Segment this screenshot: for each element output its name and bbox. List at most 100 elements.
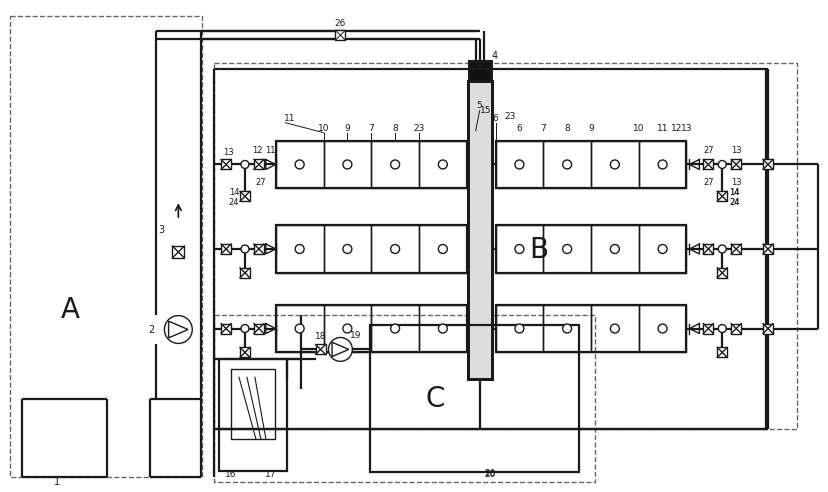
Bar <box>542 225 590 273</box>
Bar <box>370 325 579 472</box>
Bar <box>495 225 686 273</box>
Bar <box>221 159 231 169</box>
Circle shape <box>390 160 399 169</box>
Polygon shape <box>168 321 188 338</box>
Text: 13: 13 <box>680 124 691 133</box>
Circle shape <box>657 245 667 253</box>
Bar <box>716 347 726 357</box>
Circle shape <box>609 160 619 169</box>
Bar <box>495 305 542 352</box>
Bar <box>10 16 202 477</box>
Circle shape <box>438 324 447 333</box>
Bar <box>315 344 325 354</box>
Bar <box>172 246 184 258</box>
Text: 27: 27 <box>702 178 713 187</box>
Text: 13: 13 <box>730 178 740 187</box>
Bar <box>276 225 323 273</box>
Text: 11: 11 <box>284 114 295 123</box>
Circle shape <box>241 325 248 333</box>
Text: 6: 6 <box>492 114 498 123</box>
Text: 12: 12 <box>252 146 262 155</box>
Circle shape <box>438 160 447 169</box>
Circle shape <box>343 324 351 333</box>
Text: 27: 27 <box>255 178 266 187</box>
Bar <box>730 244 740 254</box>
Text: 14: 14 <box>229 188 239 197</box>
Circle shape <box>328 338 352 361</box>
Text: 8: 8 <box>392 124 397 133</box>
Circle shape <box>295 324 304 333</box>
Text: 13: 13 <box>223 148 233 157</box>
Bar <box>253 159 263 169</box>
Text: 14: 14 <box>728 188 739 197</box>
Bar <box>638 141 686 188</box>
Bar <box>730 324 740 334</box>
Circle shape <box>657 324 667 333</box>
Bar <box>495 225 542 273</box>
Text: 12: 12 <box>671 124 681 133</box>
Text: 14: 14 <box>728 188 739 197</box>
Bar <box>371 305 418 352</box>
Text: 6: 6 <box>516 124 522 133</box>
Text: 11: 11 <box>265 146 276 155</box>
Circle shape <box>717 325 725 333</box>
Bar <box>276 141 323 188</box>
Circle shape <box>390 245 399 253</box>
Bar <box>590 225 638 273</box>
Text: 16: 16 <box>225 470 237 479</box>
Text: 13: 13 <box>730 146 740 155</box>
Circle shape <box>657 160 667 169</box>
Bar <box>468 61 490 81</box>
Circle shape <box>514 160 523 169</box>
Bar <box>716 191 726 201</box>
Circle shape <box>514 324 523 333</box>
Text: B: B <box>529 236 548 264</box>
Bar <box>730 159 740 169</box>
Bar <box>219 359 286 471</box>
Text: C: C <box>425 385 444 413</box>
Bar <box>762 159 772 169</box>
Circle shape <box>343 245 351 253</box>
Bar <box>371 225 418 273</box>
Polygon shape <box>332 342 349 357</box>
Circle shape <box>609 324 619 333</box>
Circle shape <box>514 245 523 253</box>
Bar <box>716 268 726 278</box>
Bar <box>590 141 638 188</box>
Bar <box>323 225 371 273</box>
Text: 20: 20 <box>484 470 494 479</box>
Bar <box>214 63 796 429</box>
Text: 19: 19 <box>349 331 361 340</box>
Circle shape <box>562 160 571 169</box>
Text: 8: 8 <box>564 124 570 133</box>
Bar <box>638 225 686 273</box>
Bar <box>762 244 772 254</box>
Circle shape <box>717 245 725 253</box>
Bar <box>221 244 231 254</box>
Circle shape <box>609 245 619 253</box>
Text: 15: 15 <box>479 106 491 115</box>
Text: 20: 20 <box>484 469 494 478</box>
Text: 17: 17 <box>265 470 277 479</box>
Circle shape <box>562 324 571 333</box>
Bar <box>467 81 491 379</box>
Bar <box>276 305 466 352</box>
Bar <box>468 61 490 111</box>
Text: 4: 4 <box>491 51 497 61</box>
Bar <box>418 141 466 188</box>
Circle shape <box>241 245 248 253</box>
Bar <box>231 369 274 439</box>
Text: 24: 24 <box>229 198 239 207</box>
Bar <box>253 244 263 254</box>
Text: 10: 10 <box>633 124 643 133</box>
Circle shape <box>438 245 447 253</box>
Text: 27: 27 <box>702 146 713 155</box>
Text: 7: 7 <box>540 124 546 133</box>
Circle shape <box>717 160 725 168</box>
Circle shape <box>390 324 399 333</box>
Circle shape <box>343 160 351 169</box>
Circle shape <box>241 160 248 168</box>
Text: 10: 10 <box>317 124 329 133</box>
Bar <box>323 141 371 188</box>
Bar <box>590 305 638 352</box>
